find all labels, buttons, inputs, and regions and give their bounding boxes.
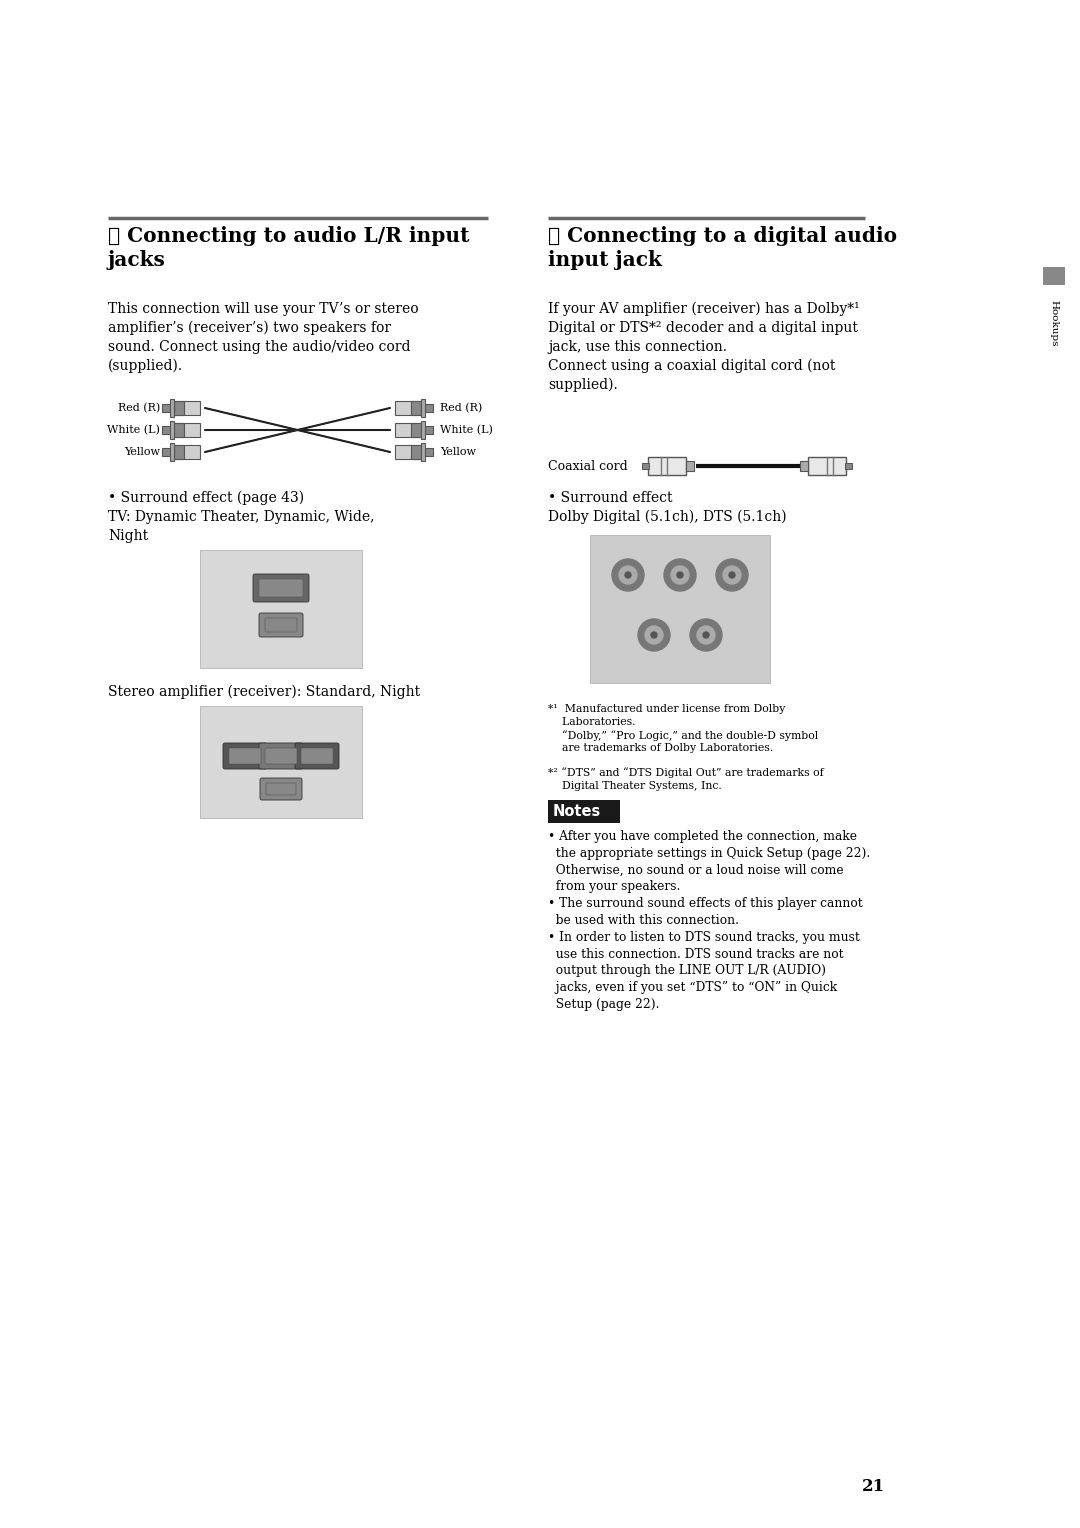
FancyBboxPatch shape <box>253 575 309 602</box>
Text: White (L): White (L) <box>107 425 160 435</box>
Bar <box>421 422 426 439</box>
Bar <box>421 443 426 461</box>
Text: • Surround effect (page 43)
TV: Dynamic Theater, Dynamic, Wide,
Night: • Surround effect (page 43) TV: Dynamic … <box>108 490 375 542</box>
Circle shape <box>671 565 689 584</box>
Text: This connection will use your TV’s or stereo
amplifier’s (receiver’s) two speake: This connection will use your TV’s or st… <box>108 303 419 373</box>
FancyBboxPatch shape <box>301 749 333 764</box>
FancyBboxPatch shape <box>295 743 339 769</box>
Text: Yellow: Yellow <box>440 448 476 457</box>
Bar <box>172 445 200 458</box>
Bar <box>174 445 184 458</box>
Bar <box>395 445 423 458</box>
Bar <box>1043 267 1065 286</box>
FancyBboxPatch shape <box>265 617 297 633</box>
Text: Coaxial cord: Coaxial cord <box>548 460 627 472</box>
Bar <box>642 463 649 469</box>
Circle shape <box>697 626 715 643</box>
Text: • After you have completed the connection, make
  the appropriate settings in Qu: • After you have completed the connectio… <box>548 830 870 1012</box>
Bar <box>200 706 362 817</box>
Text: Ⓑ Connecting to a digital audio
input jack: Ⓑ Connecting to a digital audio input ja… <box>548 226 897 270</box>
Bar <box>172 400 200 416</box>
Bar <box>421 448 433 455</box>
Bar <box>174 400 184 416</box>
Text: Red (R): Red (R) <box>440 403 483 413</box>
Bar <box>411 400 421 416</box>
Circle shape <box>716 559 748 591</box>
Text: Yellow: Yellow <box>124 448 160 457</box>
Bar <box>590 535 770 683</box>
Text: • Surround effect
Dolby Digital (5.1ch), DTS (5.1ch): • Surround effect Dolby Digital (5.1ch),… <box>548 490 786 524</box>
FancyBboxPatch shape <box>229 749 261 764</box>
Bar <box>800 461 808 471</box>
Bar <box>808 457 846 475</box>
Circle shape <box>651 633 657 639</box>
Circle shape <box>619 565 637 584</box>
FancyBboxPatch shape <box>222 743 267 769</box>
FancyBboxPatch shape <box>265 749 297 764</box>
Bar <box>411 423 421 437</box>
Text: Stereo amplifier (receiver): Standard, Night: Stereo amplifier (receiver): Standard, N… <box>108 685 420 700</box>
Bar <box>686 461 694 471</box>
FancyBboxPatch shape <box>259 579 303 597</box>
Circle shape <box>612 559 644 591</box>
Bar <box>162 403 174 413</box>
FancyBboxPatch shape <box>260 778 302 801</box>
Bar <box>411 445 421 458</box>
Text: White (L): White (L) <box>440 425 492 435</box>
Text: *² “DTS” and “DTS Digital Out” are trademarks of
    Digital Theater Systems, In: *² “DTS” and “DTS Digital Out” are trade… <box>548 767 824 790</box>
Circle shape <box>723 565 741 584</box>
FancyBboxPatch shape <box>259 743 303 769</box>
Bar <box>395 423 423 437</box>
Bar <box>421 426 433 434</box>
Text: If your AV amplifier (receiver) has a Dolby*¹
Digital or DTS*² decoder and a dig: If your AV amplifier (receiver) has a Do… <box>548 303 860 393</box>
Circle shape <box>729 571 735 578</box>
Circle shape <box>703 633 708 639</box>
Circle shape <box>664 559 696 591</box>
Bar <box>845 463 852 469</box>
Circle shape <box>625 571 631 578</box>
Circle shape <box>690 619 723 651</box>
Bar <box>421 403 433 413</box>
Text: Red (R): Red (R) <box>118 403 160 413</box>
Bar <box>172 423 200 437</box>
Bar <box>162 448 174 455</box>
Bar <box>421 399 426 417</box>
Bar <box>170 422 174 439</box>
Bar <box>170 399 174 417</box>
Text: Notes: Notes <box>553 804 602 819</box>
Bar <box>170 443 174 461</box>
Bar <box>200 550 362 668</box>
Text: Hookups: Hookups <box>1050 299 1058 347</box>
Bar <box>174 423 184 437</box>
Bar <box>648 457 686 475</box>
Bar <box>548 801 620 824</box>
Circle shape <box>677 571 683 578</box>
Text: Ⓐ Connecting to audio L/R input
jacks: Ⓐ Connecting to audio L/R input jacks <box>108 226 470 270</box>
FancyBboxPatch shape <box>259 613 303 637</box>
Text: *¹  Manufactured under license from Dolby
    Laboratories.
    “Dolby,” “Pro Lo: *¹ Manufactured under license from Dolby… <box>548 704 819 753</box>
Text: 21: 21 <box>862 1478 885 1494</box>
Bar <box>395 400 423 416</box>
Circle shape <box>645 626 663 643</box>
FancyBboxPatch shape <box>266 782 296 795</box>
Circle shape <box>638 619 670 651</box>
Bar <box>162 426 174 434</box>
